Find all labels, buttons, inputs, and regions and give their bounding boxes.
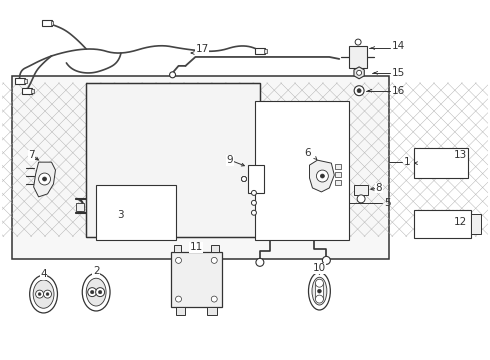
Bar: [173, 246, 181, 252]
Text: 1: 1: [404, 157, 411, 167]
Bar: [354, 185, 368, 195]
Polygon shape: [34, 162, 55, 197]
Bar: [414, 210, 471, 238]
Circle shape: [242, 176, 246, 181]
Text: 5: 5: [384, 198, 391, 208]
Circle shape: [88, 288, 97, 297]
Circle shape: [256, 258, 264, 266]
Circle shape: [357, 195, 365, 203]
Ellipse shape: [30, 275, 57, 313]
Circle shape: [320, 174, 324, 178]
Polygon shape: [354, 67, 364, 79]
Circle shape: [46, 293, 49, 296]
Bar: [316, 283, 323, 299]
Text: 6: 6: [304, 148, 311, 158]
Bar: [207, 307, 217, 315]
Circle shape: [251, 190, 256, 195]
Text: 2: 2: [93, 266, 99, 276]
Bar: [86, 83, 260, 237]
Circle shape: [39, 173, 50, 185]
Ellipse shape: [82, 273, 110, 311]
Circle shape: [44, 290, 51, 298]
Circle shape: [175, 296, 181, 302]
Text: 15: 15: [392, 68, 405, 78]
Circle shape: [211, 296, 217, 302]
Text: 8: 8: [376, 183, 382, 193]
Circle shape: [96, 288, 104, 297]
Bar: [211, 246, 219, 252]
Text: 17: 17: [196, 44, 209, 54]
Circle shape: [98, 291, 102, 294]
Bar: [31, 89, 34, 93]
Bar: [175, 307, 185, 315]
Text: 7: 7: [28, 150, 35, 160]
Circle shape: [36, 290, 44, 298]
Text: 4: 4: [40, 269, 47, 279]
Circle shape: [318, 289, 321, 293]
Circle shape: [211, 257, 217, 264]
Circle shape: [170, 72, 175, 78]
Bar: [22, 88, 32, 94]
Bar: [255, 100, 349, 239]
Bar: [15, 78, 24, 84]
Circle shape: [242, 176, 246, 181]
Circle shape: [38, 293, 41, 296]
Bar: [171, 252, 222, 307]
Bar: [414, 148, 468, 178]
Bar: [335, 172, 341, 177]
Bar: [96, 185, 175, 239]
Polygon shape: [310, 160, 334, 192]
Text: 14: 14: [392, 41, 405, 51]
Circle shape: [251, 201, 256, 205]
Circle shape: [90, 291, 94, 294]
Bar: [335, 164, 341, 169]
Text: 3: 3: [118, 210, 124, 220]
Text: 10: 10: [313, 263, 326, 273]
Ellipse shape: [312, 277, 327, 305]
Text: 12: 12: [453, 217, 466, 227]
Circle shape: [357, 89, 361, 93]
Circle shape: [357, 70, 362, 75]
Circle shape: [43, 177, 47, 181]
Bar: [24, 79, 26, 83]
Text: 11: 11: [190, 243, 203, 252]
Bar: [12, 76, 389, 260]
Circle shape: [316, 279, 323, 287]
Circle shape: [242, 176, 246, 181]
Ellipse shape: [33, 280, 54, 308]
Text: 13: 13: [453, 150, 466, 160]
Bar: [248, 165, 264, 193]
Bar: [86, 83, 260, 237]
Bar: [42, 20, 51, 26]
Bar: [335, 180, 341, 185]
Bar: [349, 46, 367, 68]
Circle shape: [355, 39, 361, 45]
Circle shape: [316, 295, 323, 303]
Bar: [255, 48, 265, 54]
Circle shape: [175, 257, 181, 264]
Ellipse shape: [86, 278, 106, 306]
Bar: [264, 49, 267, 53]
Bar: [471, 214, 481, 234]
Bar: [76, 203, 84, 211]
Text: 9: 9: [227, 155, 233, 165]
Circle shape: [317, 170, 328, 182]
Bar: [50, 21, 53, 25]
Ellipse shape: [309, 272, 330, 310]
Text: 16: 16: [392, 86, 405, 96]
Circle shape: [322, 256, 330, 264]
Circle shape: [251, 210, 256, 215]
Circle shape: [354, 86, 364, 96]
